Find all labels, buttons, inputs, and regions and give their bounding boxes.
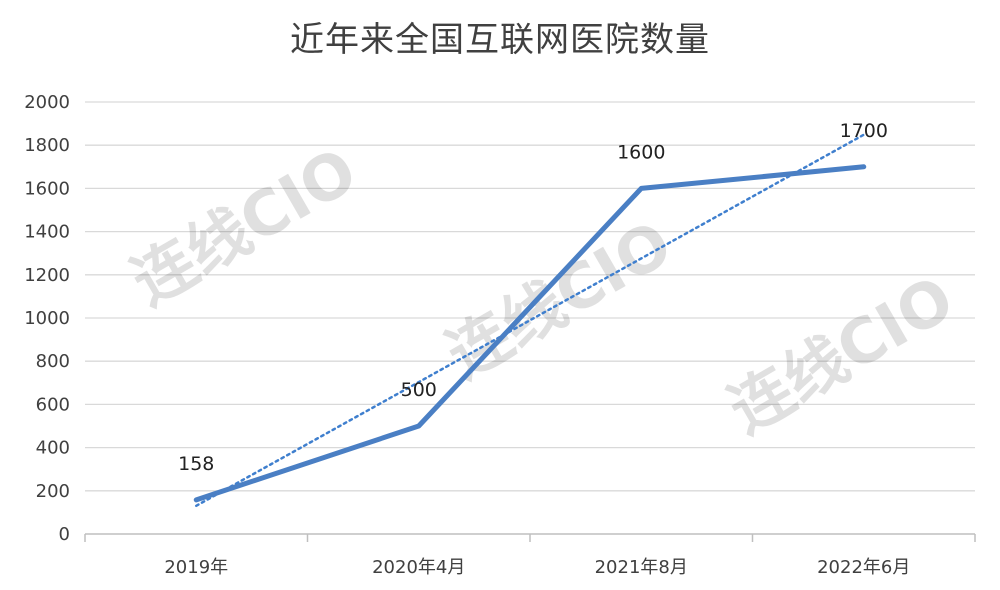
data-labels: 158 500 1600 1700: [178, 120, 888, 475]
x-tick-label: 2021年8月: [595, 557, 688, 578]
y-tick-label: 1000: [24, 308, 70, 329]
y-tick-label: 800: [36, 351, 70, 372]
data-label: 158: [178, 453, 214, 475]
y-tick-label: 1800: [24, 135, 70, 156]
data-label: 1700: [840, 120, 888, 142]
y-tick-label: 2000: [24, 92, 70, 113]
watermark-text: 连线CIO: [717, 261, 966, 447]
x-tick-label: 2022年6月: [817, 557, 910, 578]
y-tick-label: 200: [36, 481, 70, 502]
x-tick-labels: 2019年 2020年4月 2021年8月 2022年6月: [164, 557, 910, 578]
chart-title: 近年来全国互联网医院数量: [290, 20, 710, 60]
data-label: 500: [401, 379, 437, 401]
y-tick-label: 1600: [24, 178, 70, 199]
y-tick-label: 1200: [24, 265, 70, 286]
grid-lines: [85, 101, 975, 492]
series: [193, 164, 867, 503]
x-tick-label: 2020年4月: [372, 557, 465, 578]
trendline: [195, 133, 865, 508]
x-tick-label: 2019年: [164, 557, 228, 578]
y-tick-label: 600: [36, 394, 70, 415]
y-tick-label: 0: [59, 524, 70, 545]
data-label: 1600: [617, 141, 665, 163]
y-tick-labels: 0 200 400 600 800 1000 1200 1400 1600 1800 2000: [24, 92, 70, 545]
watermark-text: 连线CIO: [120, 133, 369, 319]
axes: [84, 533, 976, 542]
y-tick-label: 1400: [24, 222, 70, 243]
watermark-text: 连线CIO: [435, 206, 684, 392]
series-line: [193, 164, 867, 503]
y-tick-label: 400: [36, 438, 70, 459]
linear-trendline: [195, 133, 865, 508]
